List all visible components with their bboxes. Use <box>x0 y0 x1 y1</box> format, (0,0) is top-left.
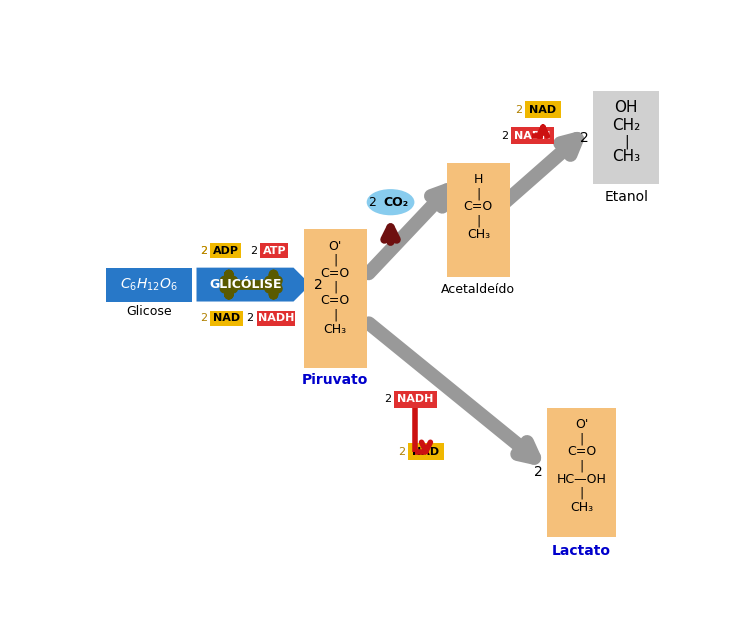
Text: CH₃: CH₃ <box>570 500 593 514</box>
Text: GLICÓLISE: GLICÓLISE <box>210 278 282 291</box>
Text: C=O: C=O <box>567 445 596 458</box>
Text: Etanol: Etanol <box>604 190 648 204</box>
Bar <box>106 268 192 302</box>
Polygon shape <box>196 268 311 302</box>
Text: OH: OH <box>615 100 638 115</box>
Text: C=O: C=O <box>463 200 493 213</box>
Text: |: | <box>579 459 584 472</box>
Text: O': O' <box>575 418 588 431</box>
Text: |: | <box>476 187 480 200</box>
Bar <box>446 163 510 277</box>
Text: Acetaldeído: Acetaldeído <box>441 282 515 296</box>
Text: Glicose: Glicose <box>126 305 171 318</box>
Text: 2: 2 <box>580 130 589 144</box>
Text: |: | <box>476 214 480 227</box>
Text: $C_6H_{12}O_6$: $C_6H_{12}O_6$ <box>120 277 178 293</box>
Text: |: | <box>579 487 584 500</box>
Text: |: | <box>333 254 337 266</box>
Text: 2: 2 <box>200 246 207 256</box>
Text: 2: 2 <box>515 105 522 115</box>
Text: NADH: NADH <box>514 131 551 141</box>
Bar <box>593 91 659 185</box>
Text: 2: 2 <box>384 394 391 404</box>
Bar <box>525 102 561 118</box>
Bar <box>408 443 444 460</box>
Text: 2: 2 <box>200 314 207 323</box>
Bar <box>210 243 241 258</box>
Text: NADH: NADH <box>258 314 294 323</box>
Text: 2: 2 <box>398 447 405 457</box>
Text: C=O: C=O <box>320 266 350 279</box>
Text: O': O' <box>328 240 342 252</box>
Text: |: | <box>333 308 337 321</box>
Text: ADP: ADP <box>213 246 239 256</box>
Text: 2: 2 <box>200 246 207 256</box>
Text: NADH: NADH <box>397 394 433 404</box>
Text: 2: 2 <box>368 196 376 209</box>
Bar <box>547 408 616 537</box>
Text: H: H <box>474 173 483 187</box>
Text: Piruvato: Piruvato <box>302 373 368 387</box>
Text: 2: 2 <box>534 465 542 479</box>
Text: CO₂: CO₂ <box>383 196 409 209</box>
Bar <box>303 229 367 367</box>
Text: |: | <box>624 134 629 149</box>
Text: HC—OH: HC—OH <box>556 473 607 486</box>
Text: 2: 2 <box>314 277 323 291</box>
Ellipse shape <box>367 189 415 215</box>
Text: CH₂: CH₂ <box>612 118 641 133</box>
Text: |: | <box>579 432 584 445</box>
Text: Lactato: Lactato <box>552 544 611 558</box>
Text: CH₃: CH₃ <box>323 323 347 335</box>
Text: |: | <box>333 281 337 293</box>
Bar <box>210 311 243 326</box>
Bar <box>394 391 437 408</box>
Bar <box>511 128 554 144</box>
Text: 2: 2 <box>501 131 508 141</box>
Text: ATP: ATP <box>263 246 286 256</box>
Text: 2: 2 <box>250 246 257 256</box>
Text: C=O: C=O <box>320 294 350 307</box>
Text: 2: 2 <box>246 314 253 323</box>
Text: NAD: NAD <box>529 105 556 115</box>
Text: CH₃: CH₃ <box>612 150 641 164</box>
Text: NAD: NAD <box>213 314 240 323</box>
Bar <box>257 311 295 326</box>
Text: CH₃: CH₃ <box>466 228 490 241</box>
Text: NAD: NAD <box>413 447 440 457</box>
Bar <box>261 243 288 258</box>
